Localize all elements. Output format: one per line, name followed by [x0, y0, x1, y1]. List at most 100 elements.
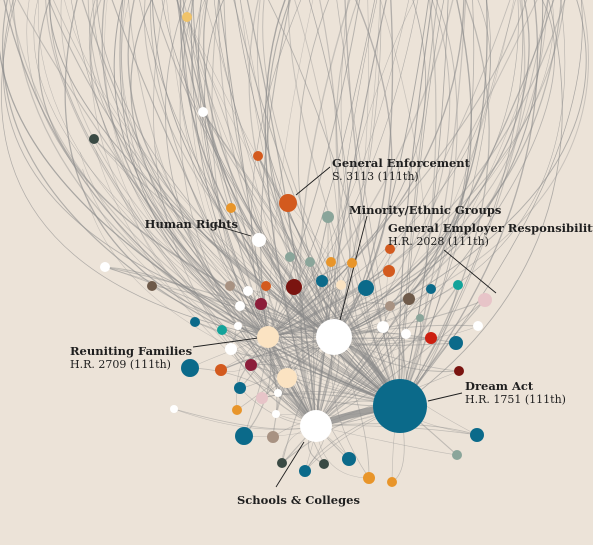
graph-node[interactable] — [452, 450, 462, 460]
edge — [267, 0, 314, 338]
graph-node[interactable] — [286, 279, 302, 295]
graph-node[interactable] — [255, 298, 267, 310]
graph-node[interactable] — [342, 452, 356, 466]
graph-node[interactable] — [403, 293, 415, 305]
graph-node[interactable] — [377, 321, 389, 333]
graph-node[interactable] — [326, 257, 336, 267]
edge — [399, 0, 458, 407]
schools-colleges-node[interactable] — [300, 410, 332, 442]
edge — [399, 0, 490, 407]
graph-node[interactable] — [147, 281, 157, 291]
edge — [131, 129, 401, 407]
edge — [399, 0, 491, 407]
edge — [333, 0, 566, 338]
label-reuniting-families[interactable]: Reuniting Families H.R. 2709 (111th) — [70, 344, 192, 372]
graph-node[interactable] — [274, 389, 282, 397]
graph-node[interactable] — [316, 275, 328, 287]
graph-node[interactable] — [225, 343, 237, 355]
graph-node[interactable] — [449, 336, 463, 350]
edge — [86, 198, 401, 407]
edge — [258, 239, 401, 407]
graph-node[interactable] — [387, 477, 397, 487]
graph-node[interactable] — [277, 368, 297, 388]
edge — [267, 0, 410, 338]
graph-node[interactable] — [385, 301, 395, 311]
general-enforcement-node[interactable] — [279, 194, 297, 212]
graph-node[interactable] — [454, 366, 464, 376]
label-human-rights[interactable]: Human Rights — [108, 217, 238, 231]
graph-node[interactable] — [336, 280, 346, 290]
graph-node[interactable] — [181, 359, 199, 377]
graph-node[interactable] — [256, 392, 268, 404]
graph-node[interactable] — [89, 134, 99, 144]
graph-node[interactable] — [453, 280, 463, 290]
graph-node[interactable] — [253, 151, 263, 161]
graph-node[interactable] — [225, 281, 235, 291]
graph-node[interactable] — [401, 329, 411, 339]
graph-node[interactable] — [347, 258, 357, 268]
edge — [17, 0, 317, 427]
label-title: Reuniting Families — [70, 344, 193, 358]
graph-node[interactable] — [358, 280, 374, 296]
edge — [45, 0, 317, 427]
dream-act-node[interactable] — [373, 379, 427, 433]
edge — [240, 0, 335, 338]
graph-node[interactable] — [473, 321, 483, 331]
edge — [300, 261, 317, 427]
edge — [267, 287, 367, 338]
graph-node[interactable] — [277, 458, 287, 468]
graph-node[interactable] — [226, 203, 236, 213]
graph-node[interactable] — [285, 252, 295, 262]
leader-reuniting-families — [192, 337, 259, 348]
label-schools-colleges[interactable]: Schools & Colleges — [237, 493, 360, 507]
edge — [267, 336, 432, 339]
graph-node[interactable] — [198, 107, 208, 117]
minority-ethnic-groups-node[interactable] — [316, 319, 352, 355]
graph-node[interactable] — [215, 364, 227, 376]
graph-node[interactable] — [385, 244, 395, 254]
graph-node[interactable] — [235, 301, 245, 311]
edge — [267, 0, 454, 338]
graph-node[interactable] — [245, 359, 257, 371]
edge — [315, 288, 432, 427]
edge — [333, 324, 479, 338]
graph-node[interactable] — [299, 465, 311, 477]
human-rights-node[interactable] — [252, 233, 266, 247]
label-title: Dream Act — [465, 379, 534, 393]
label-general-enforcement[interactable]: General Enforcement S. 3113 (111th) — [332, 156, 470, 184]
graph-node[interactable] — [425, 332, 437, 344]
graph-node[interactable] — [261, 281, 271, 291]
graph-node[interactable] — [305, 257, 315, 267]
graph-node[interactable] — [272, 410, 280, 418]
graph-node[interactable] — [243, 286, 253, 296]
graph-node[interactable] — [100, 262, 110, 272]
graph-node[interactable] — [470, 428, 484, 442]
edge — [315, 0, 538, 427]
graph-node[interactable] — [182, 12, 192, 22]
reuniting-families-node[interactable] — [257, 326, 279, 348]
graph-node[interactable] — [235, 427, 253, 445]
graph-node[interactable] — [190, 317, 200, 327]
graph-node[interactable] — [234, 322, 242, 330]
graph-node[interactable] — [426, 284, 436, 294]
graph-node[interactable] — [217, 325, 227, 335]
graph-node[interactable] — [363, 472, 375, 484]
edge — [399, 0, 563, 407]
graph-node[interactable] — [232, 405, 242, 415]
edge — [399, 0, 548, 407]
label-general-employer-responsibility[interactable]: General Employer Responsibility H.R. 202… — [388, 221, 593, 249]
graph-node[interactable] — [416, 314, 424, 322]
graph-node[interactable] — [267, 431, 279, 443]
graph-node[interactable] — [319, 459, 329, 469]
edge — [333, 0, 393, 338]
general-employer-node[interactable] — [478, 293, 492, 307]
label-dream-act[interactable]: Dream Act H.R. 1751 (111th) — [465, 379, 566, 407]
edge — [233, 0, 401, 407]
graph-node[interactable] — [170, 405, 178, 413]
graph-node[interactable] — [322, 211, 334, 223]
graph-node[interactable] — [383, 265, 395, 277]
edge — [315, 0, 556, 427]
graph-node[interactable] — [234, 382, 246, 394]
label-minority-ethnic-groups[interactable]: Minority/Ethnic Groups — [349, 203, 501, 217]
edge — [230, 207, 269, 338]
